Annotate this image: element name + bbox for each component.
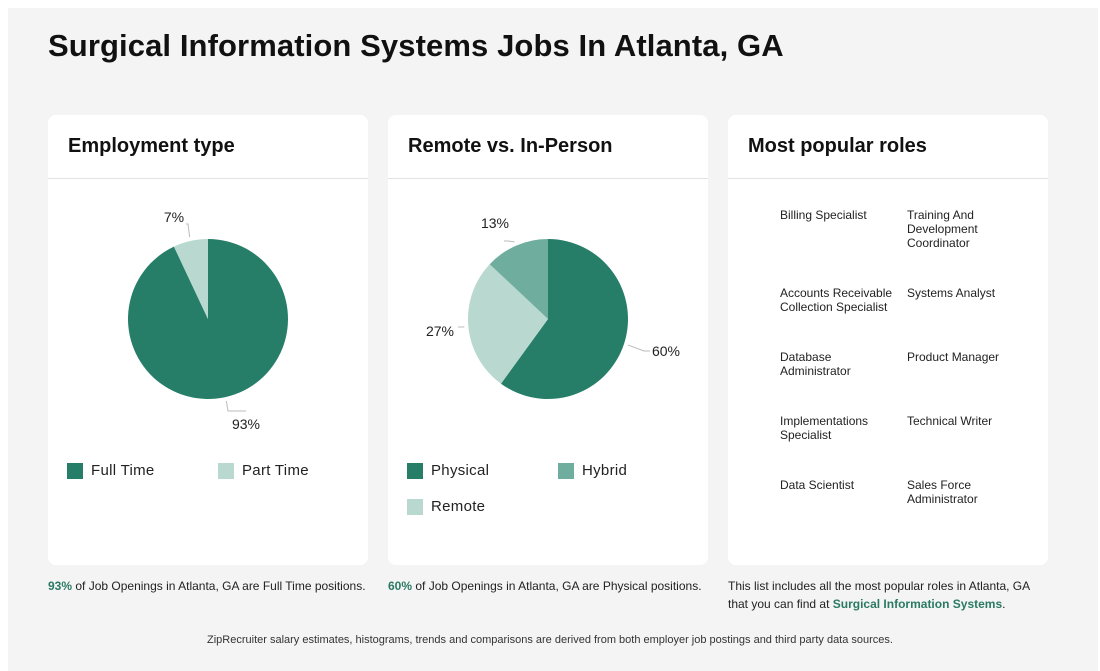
employment-type-caption: 93% of Job Openings in Atlanta, GA are F… [48, 577, 366, 595]
remote-caption: 60% of Job Openings in Atlanta, GA are P… [388, 577, 702, 595]
caption-text: of Job Openings in Atlanta, GA are Full … [72, 579, 366, 593]
role-item: Technical Writer [907, 414, 993, 428]
card-header: Employment type [48, 115, 368, 179]
label-leader-line [186, 223, 191, 238]
card-header: Remote vs. In-Person [388, 115, 708, 179]
most-popular-roles-card: Most popular roles Billing Specialist Tr… [728, 115, 1048, 565]
label-leader-line [504, 240, 515, 243]
legend-item-physical: Physical [407, 462, 489, 479]
page-title: Surgical Information Systems Jobs In Atl… [48, 28, 784, 63]
legend-label-physical: Physical [431, 462, 490, 479]
role-item: Data Scientist [780, 478, 855, 492]
legend-label-hybrid: Hybrid [582, 462, 628, 479]
pie-data-label: 13% [481, 215, 509, 231]
roles-caption: This list includes all the most popular … [728, 577, 1058, 613]
remote-vs-in-person-pie-chart: 60% 27% 13% [426, 215, 680, 399]
caption-text: of Job Openings in Atlanta, GA are Physi… [412, 579, 702, 593]
legend-swatch-remote [407, 498, 423, 515]
caption-text: . [1002, 597, 1006, 611]
caption-line: that you can find at Surgical Informatio… [728, 595, 1058, 613]
card-header: Most popular roles [728, 115, 1048, 179]
role-item: Training And Development Coordinator [907, 208, 978, 250]
role-item: Sales Force Administrator [907, 478, 978, 506]
employment-type-card: Employment type 93% 7% Full Time Part Tim… [48, 115, 368, 565]
label-leader-line [627, 344, 650, 352]
role-item: Systems Analyst [907, 286, 996, 300]
legend-item-remote: Remote [407, 498, 485, 515]
pie-data-label: 60% [652, 343, 680, 359]
legend-swatch-hybrid [558, 462, 574, 479]
legend-swatch-part-time [218, 462, 234, 479]
footer-disclaimer: ZipRecruiter salary estimates, histogram… [207, 634, 893, 646]
pie-slice-remote [468, 264, 548, 384]
employment-type-title: Employment type [68, 135, 235, 157]
legend-swatch-physical [407, 462, 423, 479]
pie-data-label: 7% [164, 209, 184, 225]
caption-highlight: 93% [48, 579, 73, 593]
role-item: Implementations Specialist [780, 414, 869, 442]
most-popular-roles-title: Most popular roles [748, 135, 927, 157]
caption-text: that you can find at [728, 597, 833, 611]
legend-item-part-time: Part Time [218, 462, 309, 479]
remote-vs-in-person-title: Remote vs. In-Person [408, 135, 613, 157]
pie-slice-hybrid [489, 239, 548, 319]
role-item: Billing Specialist [780, 208, 867, 222]
pie-data-label: 93% [232, 416, 260, 432]
caption-highlight: 60% [388, 579, 413, 593]
role-item: Database Administrator [780, 350, 851, 378]
role-item: Accounts Receivable Collection Specialis… [780, 286, 893, 314]
caption-line: This list includes all the most popular … [728, 579, 1031, 593]
remote-vs-in-person-card: Remote vs. In-Person 60% 27% 13% Physical … [388, 115, 708, 565]
surgical-information-systems-link[interactable]: Surgical Information Systems [832, 597, 1003, 611]
pie-slice-part-time [173, 239, 208, 319]
pie-slice-physical [500, 239, 628, 399]
employment-type-pie-chart: 93% 7% [127, 209, 288, 432]
legend-label-full-time: Full Time [91, 462, 155, 479]
legend-swatch-full-time [67, 462, 83, 479]
legend-item-full-time: Full Time [67, 462, 155, 479]
legend-label-part-time: Part Time [242, 462, 309, 479]
legend-label-remote: Remote [431, 498, 486, 515]
pie-data-label: 27% [426, 323, 454, 339]
role-item: Product Manager [907, 350, 1000, 364]
legend-item-hybrid: Hybrid [558, 462, 627, 479]
label-leader-line [225, 400, 246, 412]
